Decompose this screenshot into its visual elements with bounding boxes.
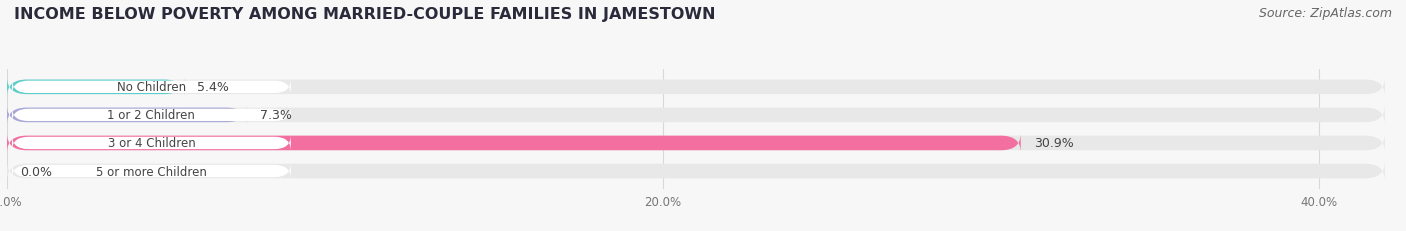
Text: INCOME BELOW POVERTY AMONG MARRIED-COUPLE FAMILIES IN JAMESTOWN: INCOME BELOW POVERTY AMONG MARRIED-COUPL… xyxy=(14,7,716,22)
FancyBboxPatch shape xyxy=(7,78,184,97)
FancyBboxPatch shape xyxy=(11,80,291,95)
Text: No Children: No Children xyxy=(117,81,186,94)
FancyBboxPatch shape xyxy=(11,136,291,151)
FancyBboxPatch shape xyxy=(7,106,246,125)
Text: 1 or 2 Children: 1 or 2 Children xyxy=(107,109,195,122)
FancyBboxPatch shape xyxy=(7,134,1385,153)
FancyBboxPatch shape xyxy=(11,164,291,179)
FancyBboxPatch shape xyxy=(7,162,1385,181)
Text: 30.9%: 30.9% xyxy=(1033,137,1074,150)
Text: 5 or more Children: 5 or more Children xyxy=(96,165,207,178)
FancyBboxPatch shape xyxy=(7,78,1385,97)
FancyBboxPatch shape xyxy=(11,108,291,123)
FancyBboxPatch shape xyxy=(7,106,1385,125)
Text: Source: ZipAtlas.com: Source: ZipAtlas.com xyxy=(1258,7,1392,20)
Text: 7.3%: 7.3% xyxy=(260,109,291,122)
FancyBboxPatch shape xyxy=(7,134,1021,153)
Text: 0.0%: 0.0% xyxy=(20,165,52,178)
Text: 3 or 4 Children: 3 or 4 Children xyxy=(107,137,195,150)
Text: 5.4%: 5.4% xyxy=(197,81,229,94)
